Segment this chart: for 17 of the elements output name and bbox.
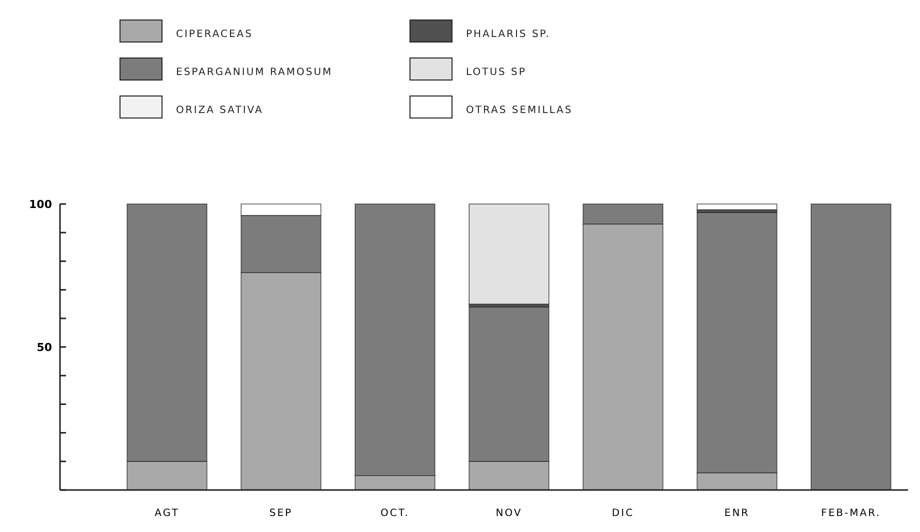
legend-label: LOTUS SP: [466, 67, 526, 78]
y-tick-label: 50: [36, 340, 52, 354]
legend-label: ORIZA SATIVA: [176, 105, 264, 116]
y-tick-label: 100: [29, 198, 52, 211]
x-tick-label: DIC: [612, 508, 634, 519]
x-tick-label: OCT.: [380, 508, 410, 519]
legend-label: PHALARIS SP.: [466, 29, 550, 40]
legend-label: CIPERACEAS: [176, 29, 253, 40]
legend-label: ESPARGANIUM RAMOSUM: [176, 67, 333, 78]
x-tick-label: ENR: [724, 508, 750, 519]
x-tick-label: FEB-MAR.: [821, 508, 881, 519]
bar: [468, 204, 550, 304]
x-tick-label: AGT: [154, 508, 180, 519]
x-tick-label: NOV: [496, 508, 522, 519]
bar: [696, 204, 778, 210]
x-tick-label: SEP: [269, 508, 293, 519]
legend-label: OTRAS SEMILLAS: [466, 105, 573, 116]
